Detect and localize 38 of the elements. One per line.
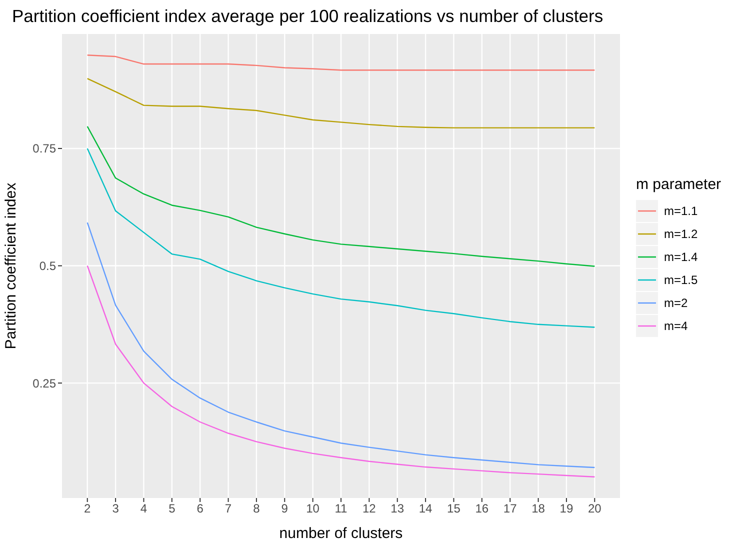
x-tick-label: 15 [447, 502, 461, 516]
x-tick-label: 14 [418, 502, 433, 516]
line-series [86, 54, 596, 71]
line-series [86, 78, 596, 128]
x-tick-label: 7 [224, 502, 232, 516]
x-tick-label: 20 [588, 502, 602, 516]
legend-label: m=2 [664, 296, 688, 310]
x-tick-label: 9 [281, 502, 288, 516]
legend-label: m=1.2 [664, 226, 698, 240]
x-tick-label: 8 [253, 502, 260, 516]
y-tick-label: 0.5 [39, 259, 56, 274]
x-tick-label: 11 [334, 502, 348, 516]
x-axis-title: number of clusters [279, 525, 403, 542]
x-tick-label: 3 [112, 502, 120, 516]
x-tick-label: 10 [306, 502, 320, 516]
legend-label: m=1.5 [664, 272, 698, 286]
legend-label: m=1.1 [664, 204, 698, 218]
x-tick-label: 19 [560, 502, 574, 516]
legend-title: m parameter [636, 176, 722, 193]
x-tick-label: 13 [390, 502, 404, 516]
x-tick-label: 5 [168, 502, 176, 516]
x-tick-label: 4 [140, 502, 148, 516]
line-series [86, 148, 596, 328]
x-tick-label: 16 [475, 502, 489, 516]
line-series [86, 265, 596, 478]
x-tick-label: 12 [362, 502, 376, 516]
legend-label: m=1.4 [664, 250, 698, 264]
x-tick-label: 6 [196, 502, 204, 516]
x-tick-label: 2 [84, 502, 92, 516]
line-series [86, 222, 596, 468]
chart-title: Partition coefficient index average per 100 realizations vs number of clusters [12, 6, 604, 27]
y-tick-label: 0.25 [32, 376, 56, 390]
x-tick-label: 17 [503, 502, 518, 516]
y-tick-label: 0.75 [32, 142, 56, 156]
y-axis-title: Partition coefficient index [2, 182, 20, 350]
line-series [86, 126, 596, 267]
legend-label: m=4 [664, 318, 688, 332]
x-tick-label: 18 [532, 502, 546, 516]
